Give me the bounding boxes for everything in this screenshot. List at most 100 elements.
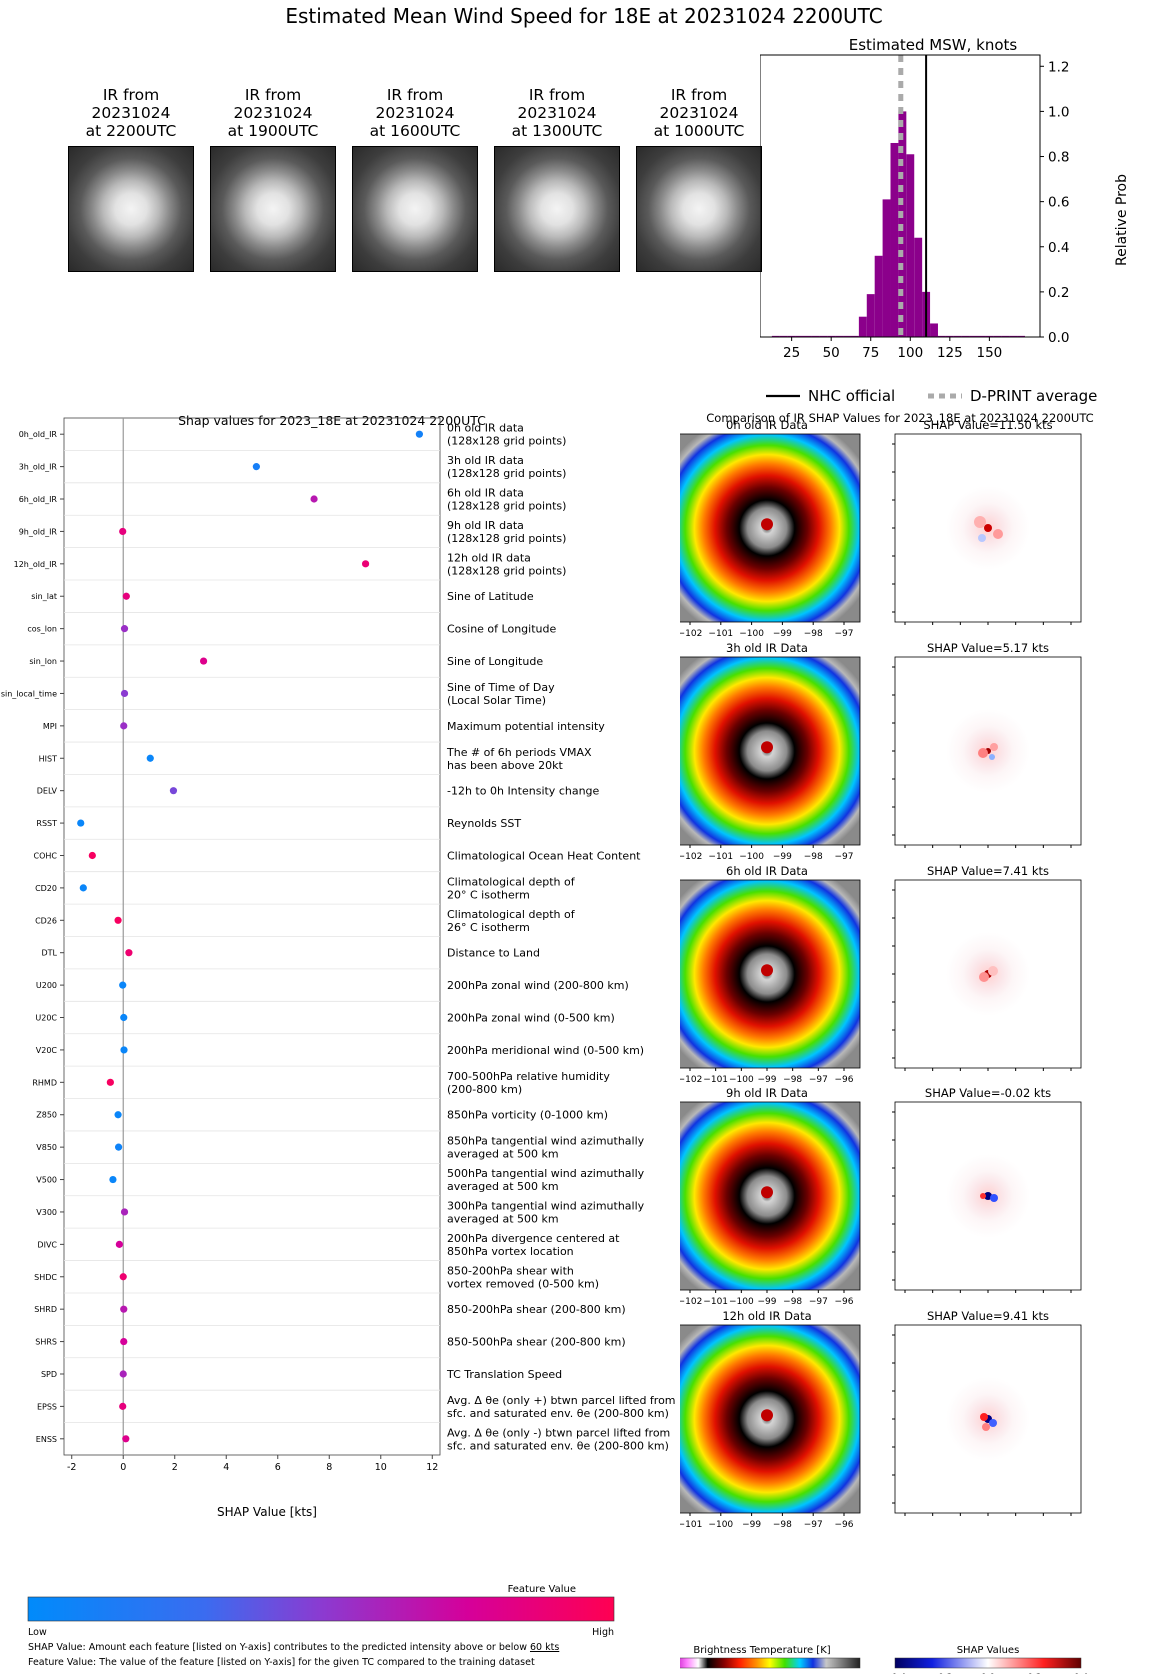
shap-feature-description: 12h old IR data xyxy=(447,551,531,564)
msw-histogram-chart: Estimated MSW, knots 25 50 75 100 125 150 0.0 0… xyxy=(760,36,1130,405)
shap-point xyxy=(120,1046,128,1054)
msw-bar xyxy=(969,335,978,337)
msw-bar xyxy=(779,335,788,337)
shap-feature-description: sfc. and saturated env. θe (200-800 km) xyxy=(447,1439,669,1452)
shap-feature-name: 6h_old_IR xyxy=(19,495,58,504)
msw-ytick-label: 0.0 xyxy=(1048,330,1069,346)
shap-feature-description: vortex removed (0-500 km) xyxy=(447,1277,599,1290)
shap-feature-description: 200hPa meridional wind (0-500 km) xyxy=(447,1044,644,1057)
ir-thumbnail-image xyxy=(494,146,620,272)
ir-thumbnail-caption-line: IR from xyxy=(244,86,302,104)
msw-bar xyxy=(993,335,1002,337)
ir-xtick-label: −102 xyxy=(680,1297,702,1307)
ir-thumbnail-caption-line: 20231024 xyxy=(517,104,597,122)
shap-point xyxy=(252,463,260,471)
ir-thumbnail-image xyxy=(68,146,194,272)
ir-xtick-label: −98 xyxy=(804,852,823,862)
shap-chart-title: Shap values for 2023_18E at 20231024 220… xyxy=(178,413,486,428)
ir-panel-title: 9h old IR Data xyxy=(726,1086,808,1100)
ir-thumbnail: IR from 20231024 at 1900UTC xyxy=(210,86,336,272)
shap-feature-description: 300hPa tangential wind azimuthally xyxy=(447,1199,645,1212)
shap-point xyxy=(106,1078,114,1086)
shap-feature-name: DIVC xyxy=(37,1240,57,1249)
shap-feature-name: ENSS xyxy=(36,1435,57,1444)
shap-feature-description: 26° C isotherm xyxy=(447,921,530,934)
shap-feature-description: averaged at 500 km xyxy=(447,1180,559,1193)
ir-xtick-label: −102 xyxy=(680,1075,702,1085)
shap-point xyxy=(114,1143,123,1151)
shap-feature-description: 0h old IR data xyxy=(447,422,524,435)
msw-xtick-label: 25 xyxy=(783,345,800,361)
shap-feature-description: 200hPa divergence centered at xyxy=(447,1232,620,1245)
shap-point xyxy=(310,495,318,503)
shap-feature-description: 850hPa vortex location xyxy=(447,1245,574,1258)
shap-feature-name: V500 xyxy=(36,1176,57,1185)
ir-thumbnail-caption-line: at 1900UTC xyxy=(227,122,319,140)
msw-ytick-label: 0.4 xyxy=(1048,240,1069,256)
ir-xtick-label: −102 xyxy=(680,852,702,862)
ir-xtick-label: −100 xyxy=(708,1520,733,1530)
shap-colorbar-label: SHAP Values xyxy=(957,1645,1020,1656)
msw-bar xyxy=(930,323,938,337)
shap-feature-description: (128x128 grid points) xyxy=(447,532,566,545)
ir-thumbnail-image xyxy=(352,146,478,272)
shap-feature-description: 9h old IR data xyxy=(447,519,524,532)
shap-point xyxy=(120,625,129,633)
shap-values-colorbar: SHAP Values −0.4−0.20.00.20.4 xyxy=(884,1645,1088,1674)
msw-bar xyxy=(906,154,915,337)
msw-bar xyxy=(953,335,962,337)
shap-feature-description: 850hPa tangential wind azimuthally xyxy=(447,1135,645,1148)
shap-feature-description: 500hPa tangential wind azimuthally xyxy=(447,1167,645,1180)
ir-panel-eye xyxy=(761,964,773,977)
msw-ytick-label: 0.2 xyxy=(1048,285,1069,301)
shap-panel-blob xyxy=(990,743,998,751)
shap-colorbar-gradient xyxy=(894,1657,1082,1669)
ir-xtick-label: −96 xyxy=(835,1075,854,1085)
ir-xtick-label: −102 xyxy=(680,629,702,639)
ir-thumbnail-caption-line: at 1600UTC xyxy=(369,122,461,140)
shap-panel-blob xyxy=(980,1193,986,1199)
msw-bar xyxy=(866,294,875,337)
shap-feature-description: 3h old IR data xyxy=(447,454,524,467)
shap-panel-blob xyxy=(993,529,1003,539)
legend-nhc-label: NHC official xyxy=(808,387,895,405)
ir-xtick-label: −100 xyxy=(739,629,764,639)
ir-shap-comparison: Comparison of IR SHAP Values for 2023_18… xyxy=(680,411,1094,1674)
ir-xtick-label: −101 xyxy=(703,1297,728,1307)
shap-feature-description: Climatological Ocean Heat Content xyxy=(447,849,641,862)
shap-feature-chart: Shap values for 2023_18E at 20231024 220… xyxy=(1,413,676,1519)
ir-thumbnail: IR from 20231024 at 1600UTC xyxy=(352,86,478,272)
ir-xtick-label: −99 xyxy=(758,1297,777,1307)
footnote-shap-text: SHAP Value: Amount each feature [listed … xyxy=(28,1642,530,1653)
shap-point xyxy=(79,884,87,892)
ir-thumbnail-caption-line: at 1300UTC xyxy=(511,122,603,140)
ir-thumbnail-caption-line: IR from xyxy=(670,86,728,104)
ir-xtick-label: −99 xyxy=(742,1520,761,1530)
shap-point xyxy=(120,689,129,698)
shap-panel-blob xyxy=(982,1423,990,1431)
msw-bar xyxy=(858,316,867,337)
shap-feature-name: RSST xyxy=(36,819,57,828)
msw-bar xyxy=(985,335,994,337)
ir-xtick-label: −100 xyxy=(729,1075,754,1085)
shap-xtick-label: 0 xyxy=(120,1462,126,1473)
shap-feature-description: 200hPa zonal wind (200-800 km) xyxy=(447,979,629,992)
ir-xtick-label: −96 xyxy=(835,1520,854,1530)
shap-feature-name: U200 xyxy=(36,981,57,990)
shap-feature-name: CD26 xyxy=(35,916,57,925)
ir-thumbnail-caption-line: at 1000UTC xyxy=(653,122,745,140)
ir-thumbnail-caption-line: 20231024 xyxy=(659,104,739,122)
msw-ylabel: Relative Prob xyxy=(1114,174,1130,266)
ir-xtick-label: −98 xyxy=(783,1075,802,1085)
msw-bar xyxy=(1001,335,1010,337)
shap-feature-description: sfc. and saturated env. θe (200-800 km) xyxy=(447,1407,669,1420)
ir-panel-eye xyxy=(761,1186,773,1199)
shap-feature-name: sin_lat xyxy=(31,592,57,601)
shap-feature-description: 850-200hPa shear with xyxy=(447,1264,574,1277)
msw-bar xyxy=(937,335,946,337)
shap-xtick-label: 2 xyxy=(172,1462,178,1473)
shap-feature-description: TC Translation Speed xyxy=(446,1368,562,1381)
shap-point xyxy=(114,916,122,924)
ir-panel-title: 0h old IR Data xyxy=(726,418,808,432)
